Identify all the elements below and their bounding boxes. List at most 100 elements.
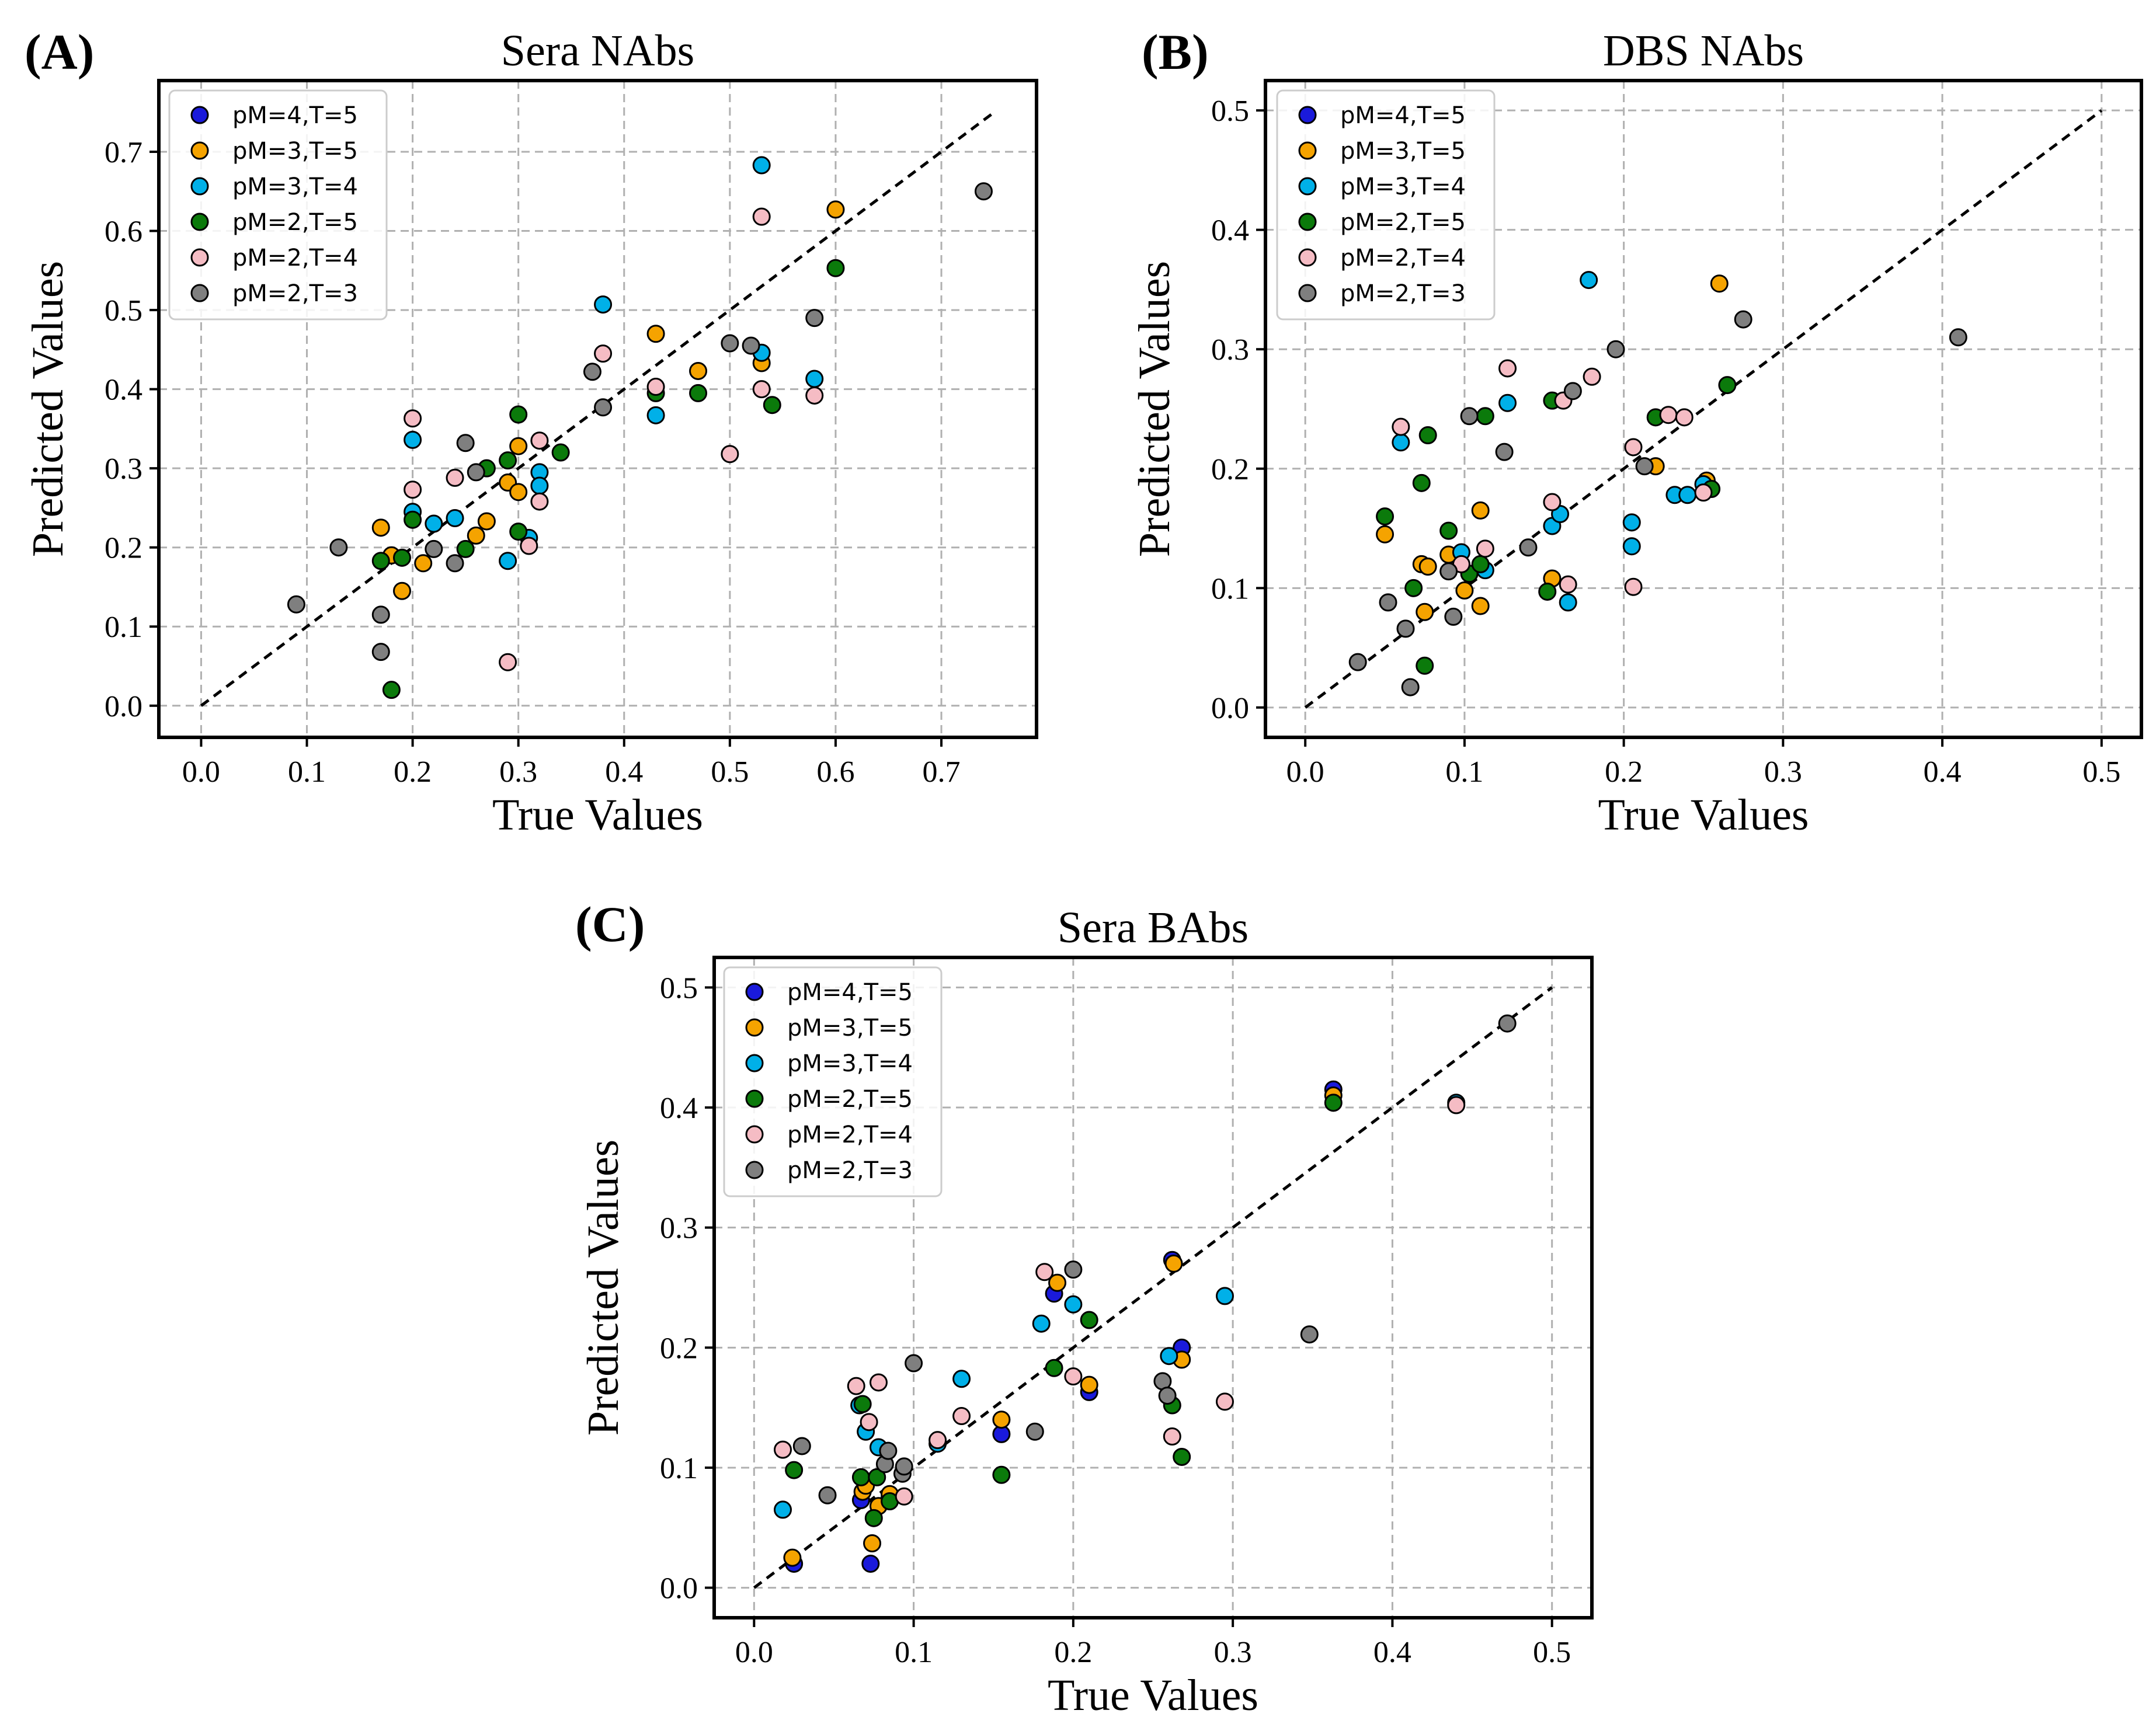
data-point	[446, 468, 464, 487]
data-point	[1048, 1273, 1067, 1292]
data-point	[783, 1548, 802, 1567]
y-axis-label: Predicted Values	[23, 261, 72, 557]
data-point	[752, 380, 771, 399]
legend-frame	[168, 89, 388, 321]
data-point	[520, 537, 538, 555]
y-tick-label: 0.3	[660, 1212, 698, 1245]
legend-marker	[745, 1054, 764, 1072]
legend-label: pM=2,T=4	[232, 245, 358, 271]
data-point	[1455, 581, 1474, 600]
data-point	[1158, 1387, 1177, 1405]
legend-label: pM=2,T=5	[232, 209, 358, 236]
data-point	[371, 518, 390, 537]
data-point	[868, 1468, 886, 1486]
data-point	[1476, 407, 1494, 426]
data-point	[1949, 328, 1967, 347]
y-tick-label: 0.0	[105, 690, 142, 723]
legend-marker	[1298, 284, 1317, 302]
data-point	[1495, 443, 1514, 461]
x-tick-label: 0.3	[499, 755, 537, 789]
data-point	[594, 295, 613, 314]
y-axis-label: Predicted Values	[1130, 261, 1179, 557]
data-point	[1412, 473, 1431, 492]
data-point	[509, 405, 528, 424]
data-point	[1675, 408, 1693, 427]
y-tick-label: 0.5	[1211, 95, 1249, 128]
legend-marker	[190, 177, 209, 196]
data-point	[530, 492, 549, 511]
data-point	[1401, 678, 1420, 696]
x-tick-label: 0.4	[1924, 755, 1962, 789]
y-tick-label: 0.1	[1211, 572, 1249, 605]
data-point	[1659, 406, 1678, 424]
data-point	[1606, 340, 1625, 358]
data-point	[404, 510, 422, 529]
y-tick-label: 0.0	[1211, 692, 1249, 725]
panel-letter: (C)	[575, 896, 645, 952]
data-point	[1635, 457, 1654, 476]
data-point	[929, 1431, 947, 1450]
legend-label: pM=3,T=4	[232, 173, 358, 200]
data-point	[499, 552, 517, 570]
data-point	[594, 398, 613, 417]
x-tick-label: 0.2	[1054, 1636, 1092, 1669]
legend-label: pM=4,T=5	[1340, 102, 1466, 129]
legend: pM=4,T=5 pM=3,T=5 pM=3,T=4 pM=2,T=5 pM=2,T=4…	[168, 89, 388, 321]
data-point	[477, 512, 496, 531]
legend-label: pM=2,T=5	[1340, 209, 1466, 236]
data-point	[646, 378, 665, 396]
data-point	[1543, 493, 1562, 511]
legend-marker	[190, 141, 209, 160]
data-point	[1080, 1311, 1098, 1329]
panel-letter: (A)	[25, 24, 94, 80]
data-point	[1476, 539, 1494, 558]
data-point	[594, 344, 613, 363]
data-point	[792, 1437, 811, 1455]
data-point	[467, 526, 485, 545]
data-point	[1718, 376, 1737, 395]
data-point	[1418, 426, 1437, 444]
legend: pM=4,T=5 pM=3,T=5 pM=3,T=4 pM=2,T=5 pM=2,T=4…	[723, 966, 943, 1197]
data-point	[805, 309, 824, 328]
data-point	[551, 443, 570, 462]
data-point	[404, 409, 422, 428]
data-point	[860, 1413, 878, 1432]
plot-frame	[1264, 79, 2143, 739]
data-point	[1694, 483, 1713, 502]
data-point	[1348, 653, 1367, 671]
identity-line	[1304, 109, 2103, 709]
legend-label: pM=2,T=4	[787, 1122, 913, 1148]
data-point	[721, 445, 739, 464]
data-point	[1559, 575, 1577, 594]
x-axis-label: True Values	[492, 790, 703, 840]
data-point	[456, 434, 475, 452]
data-point	[425, 514, 443, 533]
data-point	[689, 361, 708, 380]
data-point	[826, 200, 845, 219]
x-tick-label: 0.5	[2082, 755, 2120, 789]
data-point	[1710, 274, 1729, 293]
y-tick-label: 0.1	[105, 611, 142, 644]
legend-marker	[745, 983, 764, 1001]
y-tick-label: 0.2	[105, 532, 142, 565]
data-point	[805, 386, 824, 405]
y-tick-label: 0.3	[105, 452, 142, 486]
data-point	[895, 1487, 913, 1506]
legend-marker	[190, 248, 209, 267]
legend-frame	[1276, 89, 1496, 321]
data-point	[1392, 433, 1410, 452]
chart-title: Sera BAbs	[1058, 903, 1249, 952]
chart-panel-0: 0.0 0.1 0.2 0.3 0.4 0.5 0.6 0.7 0.0 0.1 0.2 0.3 0.4 0…	[23, 24, 1038, 840]
data-point	[1447, 1096, 1466, 1114]
data-point	[952, 1370, 971, 1388]
y-tick-label: 0.4	[105, 374, 142, 407]
data-point	[992, 1465, 1011, 1484]
data-point	[646, 325, 665, 343]
data-point	[869, 1373, 888, 1392]
data-point	[414, 554, 433, 573]
data-point	[1622, 513, 1641, 532]
legend-label: pM=2,T=3	[787, 1157, 913, 1184]
y-tick-label: 0.3	[1211, 333, 1249, 367]
data-point	[1376, 525, 1395, 544]
data-point	[509, 523, 528, 541]
